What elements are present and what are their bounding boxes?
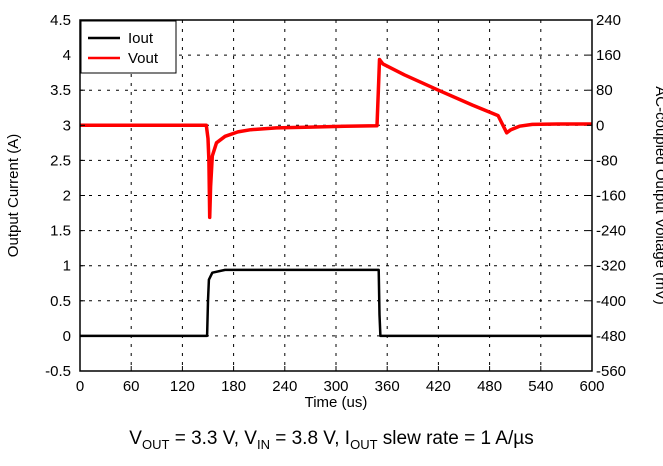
y-axis-right-title: AC-coupled Output Voltage (mV) [652,86,663,304]
y-tick-label: 1 [63,258,71,275]
x-tick-label: 240 [272,378,297,395]
y-tick-label: 4 [63,47,71,64]
legend-box [80,20,177,74]
y-tick-label: -0.5 [45,363,71,380]
chart-caption: VOUT = 3.3 V, VIN = 3.8 V, IOUT slew rat… [129,428,534,452]
x-axis-title: Time (us) [305,394,368,411]
y-axis-right: -560 -480 -400 -320 -240 -160 -80 0 80 160 240 [587,12,626,380]
y-tick-label: 1.5 [50,223,71,240]
x-tick-label: 180 [221,378,246,395]
y2-tick-label: -80 [596,152,618,169]
y-tick-label: 2.5 [50,152,71,169]
x-tick-label: 480 [477,378,502,395]
y-axis-left: -0.5 0 0.5 1 1.5 2 2.5 3 3.5 4 4.5 [45,12,85,380]
y2-tick-label: -240 [596,223,626,240]
legend-label-vout: Vout [128,50,159,67]
y2-tick-label: -160 [596,188,626,205]
y-tick-label: 2 [63,188,71,205]
y-tick-label: 0 [63,328,71,345]
y2-tick-label: -320 [596,258,626,275]
legend: Iout Vout [80,20,177,74]
x-tick-label: 420 [426,378,451,395]
y2-tick-label: -480 [596,328,626,345]
legend-label-iout: Iout [128,30,154,47]
y-tick-label: 3 [63,117,71,134]
x-tick-label: 0 [76,378,84,395]
series-layer [80,57,592,338]
x-tick-label: 360 [375,378,400,395]
x-tick-label: 600 [579,378,604,395]
x-tick-label: 540 [528,378,553,395]
y2-tick-label: -400 [596,293,626,310]
x-tick-label: 300 [323,378,348,395]
x-tick-label: 120 [170,378,195,395]
y-tick-label: 4.5 [50,12,71,29]
y2-tick-label: 240 [596,12,621,29]
y2-tick-label: 160 [596,47,621,64]
y2-tick-label: 0 [596,117,604,134]
y-tick-label: 3.5 [50,82,71,99]
x-tick-label: 60 [123,378,140,395]
x-axis: 0 60 120 180 240 300 360 420 480 540 600 [76,366,605,395]
y2-tick-label: -560 [596,363,626,380]
y2-tick-label: 80 [596,82,613,99]
series-line-vout [80,57,592,220]
y-tick-label: 0.5 [50,293,71,310]
y-axis-left-title: Output Current (A) [5,134,22,257]
series-line-iout [80,268,592,338]
